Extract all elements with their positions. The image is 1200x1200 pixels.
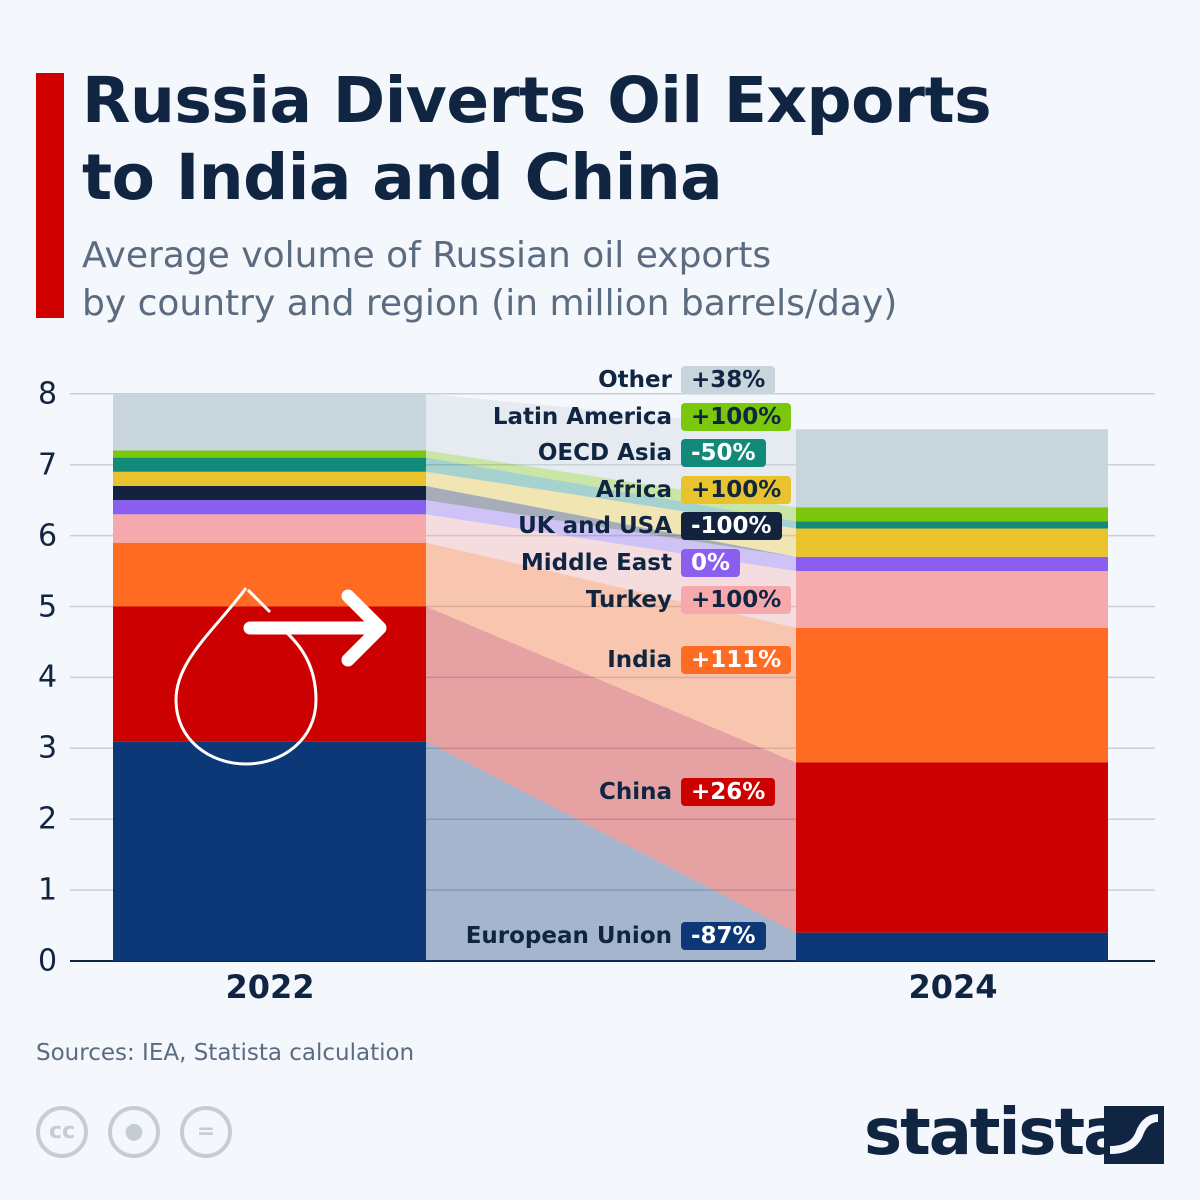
series-label-india: India	[607, 647, 672, 673]
bar-2024-oecd-asia	[796, 521, 1108, 529]
title-line-2: to India and China	[82, 141, 723, 214]
series-label-other: Other	[598, 367, 672, 393]
series-label-africa: Africa	[595, 477, 672, 503]
series-label-turkey: Turkey	[585, 587, 672, 613]
bar-2022-european-union	[113, 741, 426, 961]
x-tick-2022: 2022	[225, 968, 315, 1006]
attribution-icon: ●	[108, 1106, 160, 1158]
subtitle-line-2: by country and region (in million barrel…	[82, 283, 898, 324]
series-label-uk-and-usa: UK and USA	[518, 513, 672, 539]
bar-2024-africa	[796, 528, 1108, 557]
bar-2022-india	[113, 542, 426, 607]
series-label-china: China	[598, 779, 672, 805]
y-tick-label: 0	[38, 943, 58, 979]
change-badge-other: +38%	[681, 366, 776, 394]
bar-2022-oecd-asia	[113, 457, 426, 472]
title-accent-bar	[36, 73, 64, 318]
bar-2022-africa	[113, 471, 426, 486]
flow-oecd-asia	[426, 457, 796, 529]
bar-2022-latin-america	[113, 450, 426, 458]
x-tick-2024: 2024	[908, 968, 998, 1006]
bar-2024-india	[796, 627, 1108, 763]
bar-2024-latin-america	[796, 507, 1108, 522]
y-tick-label: 3	[38, 730, 58, 766]
oil-drop-icon	[174, 587, 318, 766]
bar-2024-other	[796, 429, 1108, 508]
bar-2024-china	[796, 762, 1108, 933]
flow-european-union	[426, 741, 796, 961]
title-line-1: Russia Diverts Oil Exports	[82, 64, 992, 137]
subtitle-line-1: Average volume of Russian oil exports	[82, 235, 772, 276]
y-tick-label: 4	[38, 659, 58, 695]
change-badge-oecd-asia: -50%	[681, 439, 766, 467]
cc-icon: cc	[36, 1106, 88, 1158]
no-derivatives-icon: =	[180, 1106, 232, 1158]
bar-2022-middle-east	[113, 500, 426, 515]
flow-china	[426, 606, 796, 933]
change-badge-middle-east: 0%	[681, 549, 741, 577]
bar-2024-european-union	[796, 932, 1108, 961]
change-badge-turkey: +100%	[681, 586, 792, 614]
y-tick-label: 5	[38, 589, 58, 624]
bar-2022-turkey	[113, 514, 426, 543]
subtitle: Average volume of Russian oil exports by …	[82, 232, 897, 328]
change-badge-africa: +100%	[681, 476, 792, 504]
series-label-oecd-asia: OECD Asia	[537, 440, 672, 466]
statista-logo-mark	[1104, 1106, 1164, 1164]
arrow-right-icon	[243, 589, 387, 667]
change-badge-uk-and-usa: -100%	[681, 512, 782, 540]
series-label-european-union: European Union	[465, 923, 672, 949]
y-tick-label: 2	[38, 801, 58, 837]
bar-2022-uk-and-usa	[113, 485, 426, 501]
y-tick-label: 8	[38, 376, 58, 412]
series-label-latin-america: Latin America	[492, 404, 672, 430]
series-label-middle-east: Middle East	[520, 550, 672, 576]
y-tick-label: 7	[38, 447, 58, 483]
y-tick-label: 6	[38, 518, 58, 554]
statista-logo: statista	[864, 1096, 1126, 1170]
change-badge-european-union: -87%	[681, 922, 766, 950]
source-note: Sources: IEA, Statista calculation	[36, 1040, 415, 1066]
page-title: Russia Diverts Oil Exports to India and C…	[82, 62, 992, 216]
bar-2022-other	[113, 393, 426, 451]
change-badge-china: +26%	[681, 778, 776, 806]
oil-drop-icon-tip	[246, 588, 272, 614]
bar-2024-turkey	[796, 571, 1108, 628]
bar-2024-middle-east	[796, 556, 1108, 572]
y-tick-label: 1	[38, 872, 58, 908]
change-badge-latin-america: +100%	[681, 403, 792, 431]
flow-india	[426, 542, 796, 763]
change-badge-india: +111%	[681, 646, 792, 674]
